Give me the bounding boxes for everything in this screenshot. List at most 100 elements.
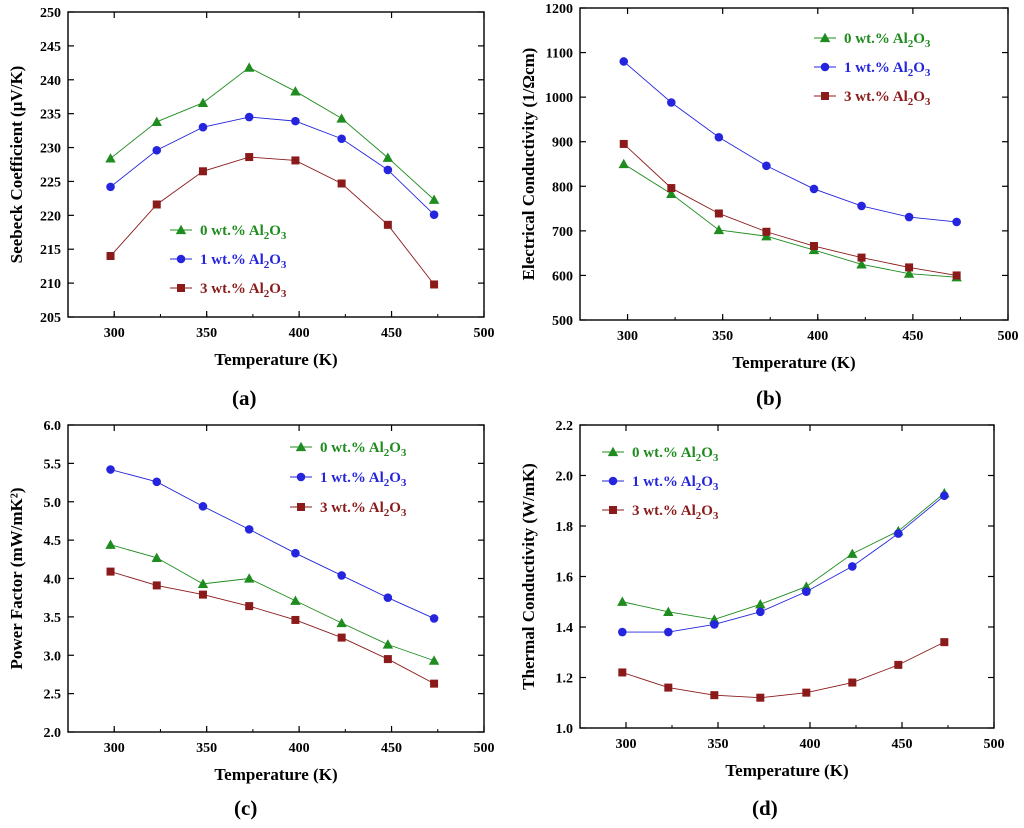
- data-point-b-2-2: [714, 209, 723, 218]
- y-tick-label-c-1: 2.5: [44, 688, 62, 703]
- y-tick-label-d-3: 1.6: [556, 571, 574, 586]
- y-tick-label-b-0: 500: [552, 314, 573, 329]
- data-point-b-1-2: [714, 132, 724, 142]
- legend-label-c-1: 1 wt.% Al2O3: [320, 470, 407, 489]
- y-tick-label-c-8: 6.0: [44, 419, 62, 434]
- data-point-c-2-4: [291, 615, 300, 624]
- legend-label-a-0: 0 wt.% Al2O3: [200, 223, 287, 242]
- series-line-a-1: [110, 116, 435, 215]
- x-tick-label-d-1: 350: [708, 737, 729, 752]
- series-b-1: [619, 57, 961, 227]
- y-tick-label-a-7: 240: [40, 74, 61, 89]
- chart-svg-c: 300 350 400 450 500 2.0 2.5 3.0 3.5 4.0 4.5 5.0 5.5 6…: [7, 419, 495, 784]
- data-point-a-0-0: [105, 153, 116, 163]
- data-point-c-2-2: [198, 590, 207, 599]
- data-point-b-1-6: [904, 212, 914, 222]
- data-point-a-0-4: [290, 86, 301, 96]
- data-point-b-1-7: [952, 217, 961, 227]
- data-point-d-2-1: [664, 683, 673, 692]
- data-point-a-0-3: [243, 62, 255, 72]
- series-line-d-0: [622, 492, 945, 620]
- x-tick-label-d-3: 450: [892, 737, 913, 752]
- caption-c: (c): [234, 796, 258, 820]
- chart-svg-d: 300 350 400 450 500 1.0 1.2 1.4 1.6 1.8 2.0 2.2 Temp…: [519, 419, 1005, 780]
- data-point-c-0-6: [382, 639, 394, 649]
- data-point-c-1-2: [198, 502, 208, 511]
- data-point-c-0-4: [290, 595, 301, 605]
- x-tick-label-b-3: 450: [902, 329, 923, 344]
- legend-marker-a-0: [175, 224, 187, 235]
- data-point-c-1-7: [429, 614, 439, 623]
- data-point-b-2-0: [619, 139, 628, 148]
- data-point-d-1-5: [848, 562, 857, 571]
- legend-label-c-0: 0 wt.% Al2O3: [320, 440, 407, 459]
- series-a-0: [105, 62, 440, 204]
- chart-panel-c: 300 350 400 450 500 2.0 2.5 3.0 3.5 4.0 4.5 5.0 5.5 6…: [0, 414, 512, 794]
- y-tick-label-c-2: 3.0: [44, 649, 62, 664]
- legend-item-a-2: 3 wt.% Al2O3: [170, 281, 287, 300]
- data-point-b-2-5: [857, 253, 866, 262]
- series-c-0: [105, 539, 440, 665]
- data-point-a-2-3: [245, 153, 254, 162]
- data-point-a-2-2: [198, 167, 207, 176]
- data-point-a-2-7: [430, 280, 439, 289]
- legend-label-a-1: 1 wt.% Al2O3: [200, 252, 287, 271]
- plot-frame-b: [579, 7, 1009, 321]
- plot-frame-c: [67, 424, 485, 733]
- legend-marker-c-0: [295, 441, 307, 452]
- caption-a-letter: a: [239, 386, 250, 410]
- legend-item-c-0: 0 wt.% Al2O3: [290, 440, 407, 459]
- data-point-b-2-1: [667, 184, 676, 193]
- series-c-2: [106, 567, 439, 688]
- legend-item-d-2: 3 wt.% Al2O3: [602, 503, 719, 522]
- data-point-a-1-5: [337, 134, 346, 144]
- data-point-c-2-0: [106, 567, 115, 576]
- data-point-a-2-5: [337, 179, 346, 188]
- data-point-c-1-5: [337, 571, 346, 580]
- y-axis-label-c: Power Factor (mW/mK²): [7, 488, 26, 670]
- y-tick-label-b-1: 600: [552, 269, 573, 284]
- data-point-a-1-0: [106, 182, 115, 192]
- data-point-a-0-6: [382, 152, 394, 162]
- data-point-a-1-2: [198, 122, 208, 132]
- series-line-b-2: [623, 143, 957, 276]
- y-tick-label-b-4: 900: [552, 136, 573, 151]
- data-point-c-0-1: [151, 552, 162, 562]
- data-point-d-0-3: [755, 599, 766, 609]
- data-point-a-1-3: [244, 112, 254, 122]
- data-point-b-2-4: [809, 242, 818, 251]
- data-point-d-1-6: [894, 529, 903, 538]
- y-tick-label-a-3: 220: [40, 209, 61, 224]
- x-tick-label-b-0: 300: [617, 329, 638, 344]
- data-point-c-2-5: [337, 633, 346, 642]
- caption-b: (b): [756, 386, 782, 410]
- legend-label-b-2: 3 wt.% Al2O3: [844, 89, 931, 108]
- data-point-d-2-6: [894, 660, 903, 669]
- chart-svg-b: 300 350 400 450 500 500 600 700 800 900 1000 1100 12…: [519, 2, 1019, 372]
- data-point-d-1-1: [664, 627, 673, 637]
- data-point-a-1-1: [152, 145, 162, 155]
- plot-frame-d: [579, 424, 995, 729]
- data-point-d-0-1: [663, 606, 674, 617]
- data-point-c-2-3: [245, 602, 254, 611]
- caption-a: (a): [232, 386, 257, 410]
- data-point-a-0-2: [197, 97, 209, 107]
- x-tick-label-a-2: 400: [289, 326, 310, 341]
- y-tick-label-d-4: 1.8: [556, 520, 574, 535]
- legend-label-d-0: 0 wt.% Al2O3: [632, 445, 719, 464]
- y-tick-label-d-0: 1.0: [556, 722, 574, 737]
- data-point-a-1-6: [383, 165, 393, 175]
- series-line-c-1: [110, 469, 435, 619]
- x-tick-label-c-3: 450: [381, 741, 402, 756]
- data-point-b-0-5: [856, 259, 867, 269]
- data-point-d-2-4: [802, 688, 811, 697]
- data-point-d-1-7: [940, 491, 949, 500]
- data-point-d-1-0: [618, 627, 627, 637]
- y-tick-label-d-6: 2.2: [556, 419, 574, 434]
- legend-label-a-2: 3 wt.% Al2O3: [200, 281, 287, 300]
- data-point-c-0-0: [105, 539, 116, 549]
- data-point-a-2-4: [291, 156, 300, 165]
- legend-marker-a-1: [176, 254, 186, 264]
- caption-d: (d): [752, 796, 778, 820]
- legend-marker-b-2: [821, 92, 829, 100]
